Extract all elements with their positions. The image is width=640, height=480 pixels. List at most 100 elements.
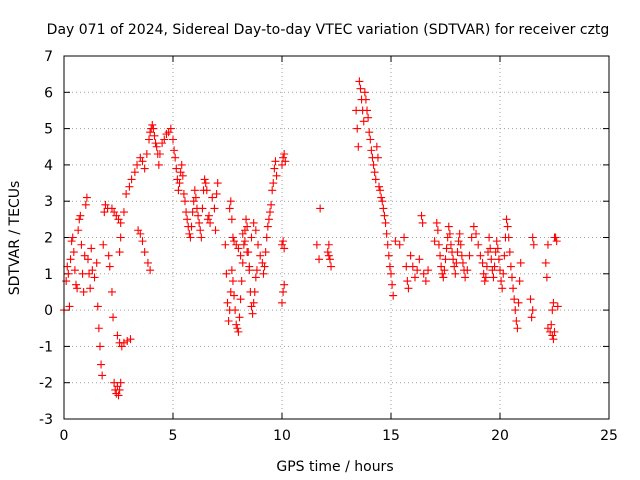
data-point	[94, 324, 103, 333]
data-point	[419, 269, 428, 278]
data-point	[367, 146, 376, 155]
data-point	[430, 237, 439, 246]
data-point	[81, 200, 90, 209]
data-point	[551, 233, 560, 242]
data-point	[236, 251, 245, 260]
data-point	[266, 208, 275, 217]
data-point	[439, 273, 448, 282]
data-point	[481, 273, 490, 282]
data-point	[125, 182, 134, 191]
y-tick-label: 3	[44, 194, 53, 210]
data-point	[245, 262, 254, 271]
data-point	[432, 218, 441, 227]
data-point	[226, 287, 235, 296]
y-tick-label: 7	[44, 49, 53, 65]
data-point	[389, 291, 398, 300]
data-point	[99, 240, 108, 249]
data-point	[259, 269, 268, 278]
data-point	[138, 237, 147, 246]
data-point	[395, 240, 404, 249]
data-point	[527, 313, 536, 322]
chart-title: Day 071 of 2024, Sidereal Day-to-day VTE…	[47, 22, 610, 38]
data-point	[278, 160, 286, 169]
data-point	[222, 269, 231, 278]
data-point	[211, 226, 220, 235]
data-point	[457, 251, 466, 260]
data-point	[315, 255, 324, 264]
data-point	[514, 298, 523, 307]
data-point	[268, 186, 277, 195]
data-point	[453, 248, 462, 257]
data-point	[234, 244, 243, 253]
data-point	[127, 175, 136, 184]
data-point	[270, 164, 279, 173]
data-point	[515, 277, 524, 286]
data-point	[179, 189, 188, 198]
data-point	[243, 248, 252, 257]
data-point	[133, 160, 142, 169]
data-point	[369, 160, 378, 169]
data-point	[146, 266, 155, 275]
data-point	[66, 255, 75, 264]
data-point	[497, 277, 506, 286]
data-point	[180, 197, 189, 206]
data-point	[113, 331, 122, 340]
data-point	[256, 251, 265, 260]
data-point	[64, 269, 73, 278]
data-point	[191, 193, 200, 202]
data-point	[115, 385, 124, 394]
data-point	[228, 277, 237, 286]
data-point	[198, 204, 207, 213]
data-point	[271, 157, 280, 166]
data-point	[547, 320, 556, 329]
data-point	[249, 218, 258, 227]
x-axis-tick-labels: 0 5 10 15 20 25	[60, 428, 618, 444]
data-point	[212, 189, 221, 198]
data-point	[260, 262, 269, 271]
data-point	[381, 218, 390, 227]
data-point	[227, 266, 236, 275]
data-point	[373, 153, 382, 162]
data-point	[126, 335, 135, 344]
data-point	[71, 280, 80, 289]
x-tick-label: 5	[169, 428, 178, 444]
data-point	[516, 258, 525, 267]
data-point	[69, 248, 78, 257]
data-point	[417, 211, 426, 220]
data-point	[109, 313, 118, 322]
data-point	[415, 255, 424, 264]
data-point	[548, 306, 557, 315]
data-point	[505, 248, 514, 257]
data-point	[237, 277, 246, 286]
x-tick-label: 20	[491, 428, 509, 444]
data-point	[70, 266, 79, 275]
data-point	[323, 248, 332, 257]
data-point	[504, 233, 513, 242]
data-point	[541, 258, 550, 267]
data-point	[272, 171, 281, 180]
data-point	[231, 306, 240, 315]
data-point	[436, 251, 445, 260]
data-point	[175, 179, 184, 188]
data-point	[213, 179, 222, 188]
data-point	[63, 262, 72, 271]
data-point	[196, 226, 205, 235]
data-point	[278, 298, 286, 307]
data-point	[87, 244, 96, 253]
data-point	[316, 204, 325, 213]
data-point	[463, 266, 472, 275]
data-point	[77, 240, 86, 249]
data-point	[406, 251, 415, 260]
data-point	[88, 266, 97, 275]
data-point	[370, 168, 379, 177]
data-point	[493, 244, 502, 253]
data-point	[440, 266, 449, 275]
data-point	[360, 88, 369, 97]
y-axis-label: SDTVAR / TECUs	[7, 181, 23, 296]
data-point	[114, 391, 123, 400]
data-point	[364, 113, 373, 122]
data-point	[251, 273, 260, 282]
data-point	[400, 233, 409, 242]
data-point	[224, 316, 233, 325]
data-point	[92, 258, 101, 267]
